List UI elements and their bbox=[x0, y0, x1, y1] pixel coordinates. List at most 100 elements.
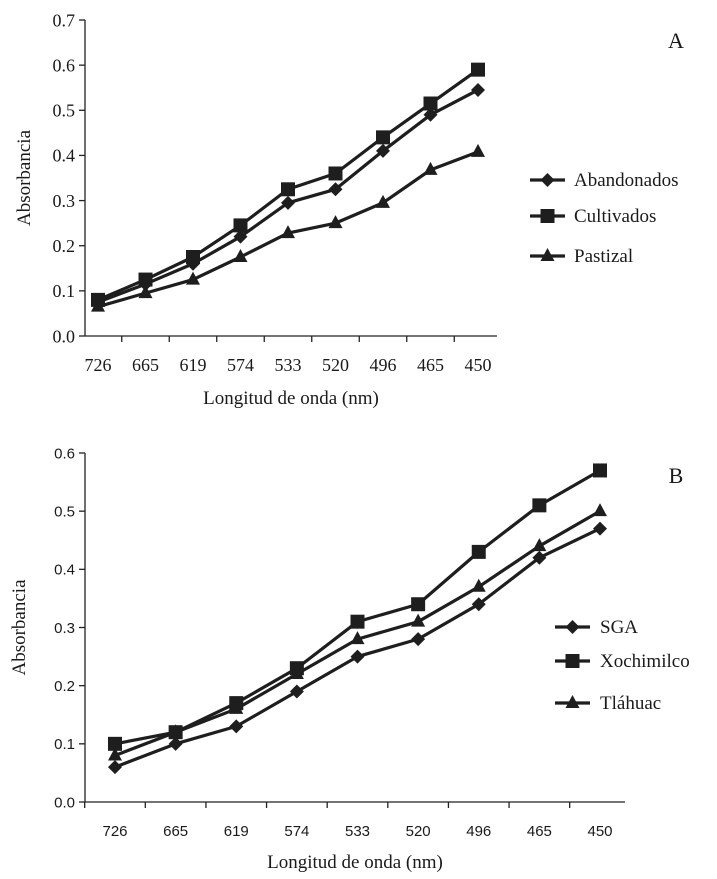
legend-label: Abandonados bbox=[574, 170, 678, 191]
y-tick-label: 0.6 bbox=[54, 445, 75, 462]
data-point bbox=[186, 271, 200, 285]
data-point bbox=[233, 218, 248, 233]
legend-label: Xochimilco bbox=[600, 651, 690, 672]
data-point bbox=[281, 182, 295, 197]
y-tick-label: 0.3 bbox=[54, 620, 75, 637]
data-point bbox=[233, 249, 248, 262]
x-axis-title: Longitud de onda (nm) bbox=[203, 388, 379, 409]
x-tick-label: 533 bbox=[275, 355, 302, 375]
data-point bbox=[328, 166, 343, 181]
data-point bbox=[376, 143, 390, 158]
y-tick-label: 0.5 bbox=[53, 101, 76, 121]
data-point bbox=[471, 578, 486, 592]
data-point bbox=[138, 285, 153, 299]
y-tick-label: 0.7 bbox=[53, 10, 76, 30]
data-point bbox=[350, 631, 365, 645]
legend-marker bbox=[540, 173, 555, 187]
data-point bbox=[423, 96, 438, 111]
legend-label: SGA bbox=[600, 617, 638, 638]
x-tick-label: 450 bbox=[465, 355, 492, 375]
y-tick-label: 0.6 bbox=[53, 55, 76, 75]
x-tick-label: 665 bbox=[163, 823, 188, 840]
data-point bbox=[168, 736, 183, 751]
data-point bbox=[471, 82, 485, 97]
data-point bbox=[376, 194, 390, 208]
data-point bbox=[108, 736, 122, 751]
x-tick-label: 496 bbox=[466, 823, 491, 840]
panel-label: B bbox=[669, 463, 684, 488]
legend-label: Cultivados bbox=[574, 206, 656, 227]
series-cultivados bbox=[91, 62, 485, 307]
data-point bbox=[186, 250, 200, 264]
chart-a: 0.0 0.1 0.2 0.3 0.4 0.5 0.6 0.7 726 665 619 574 533 5… bbox=[14, 10, 684, 409]
legend-marker bbox=[565, 695, 580, 708]
x-tick-label: 619 bbox=[224, 823, 249, 840]
data-point bbox=[532, 538, 547, 552]
chart-b: 0.0 0.1 0.2 0.3 0.4 0.5 0.6 726 665 619 574 533 520 4… bbox=[9, 445, 690, 873]
x-tick-label: 619 bbox=[180, 355, 207, 375]
data-point bbox=[328, 215, 343, 229]
legend-label: Tláhuac bbox=[600, 693, 661, 714]
data-point bbox=[471, 544, 486, 559]
y-tick-label: 0.4 bbox=[53, 146, 76, 166]
legend-item: Xochimilco bbox=[555, 651, 690, 672]
x-tick-label: 665 bbox=[132, 355, 159, 375]
x-tick-label: 574 bbox=[227, 355, 254, 375]
x-tick-label: 520 bbox=[406, 823, 431, 840]
data-point bbox=[593, 463, 607, 478]
series-pastizal bbox=[91, 143, 485, 312]
y-tick-label: 0.4 bbox=[54, 562, 75, 579]
data-point bbox=[376, 130, 390, 145]
legend-item: Pastizal bbox=[530, 246, 633, 267]
data-point bbox=[108, 760, 122, 775]
legend-item: SGA bbox=[555, 617, 638, 638]
x-axis-title: Longitud de onda (nm) bbox=[267, 852, 443, 873]
data-point bbox=[471, 62, 485, 77]
x-tick-label: 574 bbox=[284, 823, 309, 840]
data-point bbox=[411, 597, 426, 612]
data-point bbox=[593, 521, 607, 536]
series-line bbox=[114, 469, 601, 746]
data-point bbox=[471, 597, 486, 612]
y-tick-label: 0.2 bbox=[54, 678, 75, 695]
y-tick-label: 0.0 bbox=[53, 326, 76, 346]
data-point bbox=[532, 550, 547, 565]
data-point bbox=[423, 161, 438, 175]
data-point bbox=[168, 724, 183, 738]
data-point bbox=[289, 666, 304, 680]
legend-item: Abandonados bbox=[530, 170, 678, 191]
data-point bbox=[411, 613, 426, 627]
legend-label: Pastizal bbox=[574, 246, 633, 267]
data-point bbox=[233, 229, 248, 244]
x-tick-label: 465 bbox=[527, 823, 552, 840]
data-point bbox=[411, 632, 426, 647]
series-line bbox=[114, 527, 601, 769]
data-point bbox=[328, 182, 343, 197]
x-tick-label: 496 bbox=[370, 355, 397, 375]
data-point bbox=[229, 700, 244, 714]
y-tick-label: 0.1 bbox=[53, 281, 76, 301]
series-xochimilco bbox=[108, 463, 607, 751]
y-tick-label: 0.5 bbox=[54, 503, 75, 520]
legend-marker bbox=[540, 248, 555, 261]
data-point bbox=[471, 143, 485, 157]
legend-marker bbox=[540, 209, 555, 223]
legend-item: Tláhuac bbox=[555, 693, 661, 714]
data-point bbox=[281, 195, 295, 210]
x-tick-label: 450 bbox=[587, 823, 612, 840]
data-point bbox=[108, 747, 122, 761]
data-point bbox=[350, 614, 365, 629]
legend-marker bbox=[565, 620, 580, 634]
x-tick-label: 726 bbox=[102, 823, 127, 840]
series-tláhuac bbox=[108, 503, 607, 761]
data-point bbox=[532, 498, 547, 513]
data-point bbox=[138, 272, 153, 287]
y-tick-label: 0.3 bbox=[53, 191, 76, 211]
data-point bbox=[91, 298, 105, 312]
data-point bbox=[289, 684, 304, 699]
data-point bbox=[350, 649, 365, 664]
x-tick-label: 520 bbox=[322, 355, 349, 375]
x-tick-label: 465 bbox=[417, 355, 444, 375]
y-axis-title: Absorbancia bbox=[9, 579, 30, 676]
